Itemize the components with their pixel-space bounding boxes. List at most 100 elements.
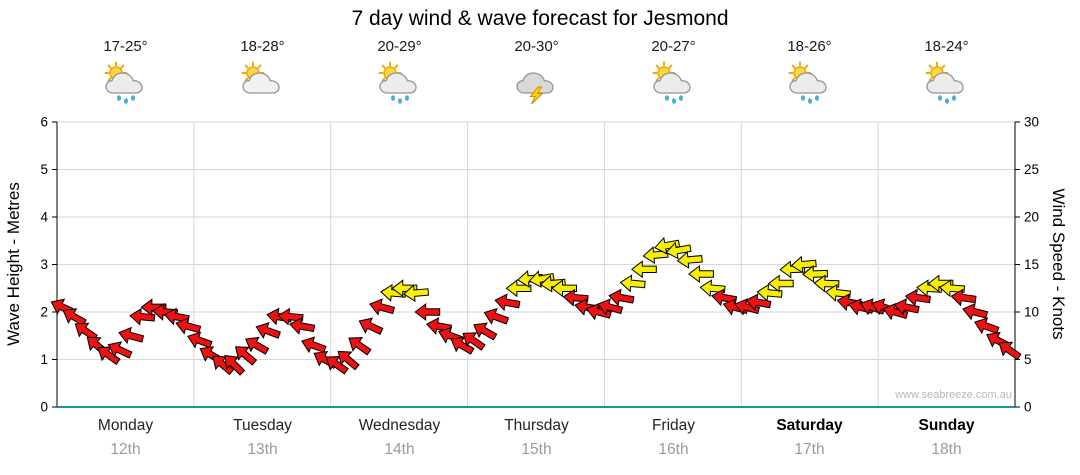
day-temp-range: 20-30° xyxy=(514,38,559,55)
day-date-label: 14th xyxy=(384,441,415,458)
cloud xyxy=(652,72,691,94)
wind-arrow xyxy=(74,322,98,342)
wind-arrow xyxy=(597,298,624,316)
wind-arrow xyxy=(358,317,384,335)
wind-arrow xyxy=(676,250,703,269)
wind-arrow xyxy=(129,307,156,326)
wind-arrow xyxy=(734,298,761,316)
wind-arrow xyxy=(277,307,304,326)
wind-arrow xyxy=(893,298,920,316)
wind-arrow xyxy=(325,356,349,375)
wind-arrow xyxy=(619,274,646,293)
day-temp-range: 18-28° xyxy=(240,38,285,55)
left-tick-label: 3 xyxy=(40,257,48,272)
wind-arrow xyxy=(403,284,430,303)
wind-arrow xyxy=(973,317,1000,335)
wind-arrow xyxy=(767,274,794,293)
page-title: 7 day wind & wave forecast for Jesmond xyxy=(351,7,729,30)
wind-arrow xyxy=(348,337,372,356)
day-name-label: Wednesday xyxy=(358,417,441,434)
left-tick-label: 0 xyxy=(40,400,48,415)
cloud xyxy=(241,72,280,94)
cloud xyxy=(788,72,827,94)
right-tick-label: 30 xyxy=(1024,115,1039,130)
wind-arrow xyxy=(745,293,772,312)
wind-arrow xyxy=(802,265,829,284)
day-date-label: 18th xyxy=(931,441,962,458)
day-date-label: 15th xyxy=(521,441,552,458)
wind-arrow xyxy=(234,346,258,366)
wind-arrow xyxy=(450,336,475,355)
left-tick-label: 5 xyxy=(40,162,48,177)
watermark: www.seabreeze.com.au xyxy=(895,389,1012,401)
day-date-label: 13th xyxy=(247,441,278,458)
sun-rays xyxy=(241,61,264,82)
storm-icon xyxy=(513,61,561,105)
sun-cloud-rain-icon xyxy=(923,61,971,105)
wind-arrow xyxy=(301,336,327,354)
day-date-label: 12th xyxy=(110,441,141,458)
rain-drops xyxy=(390,95,409,104)
wind-arrow xyxy=(962,302,989,321)
sun-cloud-rain-icon xyxy=(102,61,150,105)
cloud xyxy=(925,72,964,94)
sun-cloud-rain-icon xyxy=(376,61,424,105)
right-tick-label: 5 xyxy=(1024,352,1032,367)
wind-arrow xyxy=(517,269,544,288)
wind-arrow xyxy=(562,288,589,307)
wind-arrow xyxy=(97,346,121,366)
left-axis-title: Wave Height - Metres xyxy=(4,182,23,346)
wind-arrow xyxy=(551,279,577,298)
day-column: 18-24° xyxy=(878,38,1015,105)
day-name-label: Sunday xyxy=(918,417,975,434)
day-column: 20-27° xyxy=(605,38,742,105)
wind-arrow xyxy=(224,354,246,376)
day-column: 20-30° xyxy=(468,38,605,105)
day-name-label: Friday xyxy=(651,417,696,434)
wind-arrow xyxy=(904,288,931,307)
wind-arrow xyxy=(187,331,213,349)
wind-arrow xyxy=(483,307,510,325)
wind-arrow xyxy=(882,302,909,321)
wind-arrow xyxy=(369,298,396,316)
rain-drops xyxy=(116,95,135,104)
wind-arrow xyxy=(255,322,282,339)
wind-arrow xyxy=(539,274,566,293)
wind-arrow xyxy=(950,288,977,307)
day-temp-range: 17-25° xyxy=(103,38,148,55)
day-name-label: Tuesday xyxy=(233,417,292,434)
day-temp-range: 20-27° xyxy=(651,38,696,55)
day-column: 18-26° xyxy=(741,38,878,105)
wind-arrow xyxy=(630,260,657,279)
day-temp-range: 20-29° xyxy=(377,38,422,55)
wind-arrow xyxy=(107,341,133,359)
wind-arrow xyxy=(391,279,418,298)
left-tick-label: 1 xyxy=(40,352,48,367)
day-name-label: Thursday xyxy=(504,417,569,434)
wind-arrow xyxy=(337,350,360,371)
lightning-bolt xyxy=(528,86,544,105)
wind-arrow xyxy=(585,302,612,321)
wind-arrow xyxy=(289,317,316,335)
wind-arrow xyxy=(756,283,783,302)
right-tick-label: 20 xyxy=(1024,210,1039,225)
sun-cloud-icon xyxy=(239,61,287,105)
wind-arrow xyxy=(608,288,635,307)
right-tick-label: 10 xyxy=(1024,305,1039,320)
wind-arrow xyxy=(998,341,1022,361)
left-tick-label: 6 xyxy=(40,115,48,130)
day-date-label: 16th xyxy=(658,441,689,458)
wind-arrow xyxy=(528,270,555,288)
sun-cloud-rain-icon xyxy=(786,61,834,105)
left-tick-label: 2 xyxy=(40,305,48,320)
right-tick-label: 15 xyxy=(1024,257,1039,272)
cloud xyxy=(378,72,417,94)
cloud xyxy=(104,72,143,94)
wind-arrow xyxy=(245,336,270,355)
rain-drops xyxy=(800,95,819,104)
day-column: 18-28° xyxy=(194,38,331,105)
day-name-label: Monday xyxy=(97,417,154,434)
day-temp-range: 18-24° xyxy=(924,38,969,55)
wind-arrow xyxy=(813,274,840,293)
wind-arrow xyxy=(699,279,726,298)
